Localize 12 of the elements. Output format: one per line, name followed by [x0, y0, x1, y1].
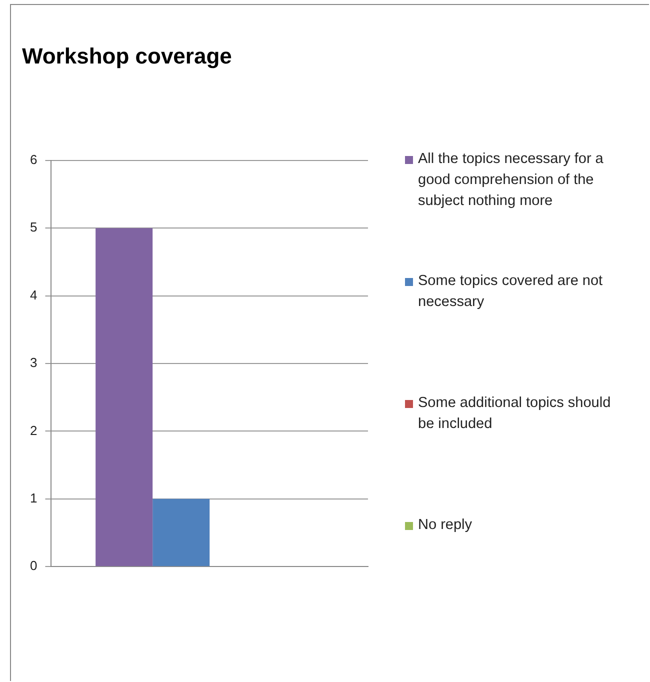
y-tick-label: 4: [30, 287, 38, 302]
y-tick-label: 6: [30, 152, 38, 167]
y-tick-label: 2: [30, 422, 38, 438]
y-tick-label: 0: [30, 558, 38, 574]
legend-label: Some additional topics should be included: [418, 394, 612, 434]
y-tick-label: 3: [30, 355, 38, 370]
y-tick-label: 5: [30, 220, 38, 235]
legend-label: Some topics covered are not necessary: [418, 272, 604, 312]
legend-label: No reply: [418, 516, 472, 535]
chart-title: Workshop coverage: [22, 43, 232, 68]
y-tick-label: 1: [30, 490, 38, 506]
legend-label: All the topics necessary for a good comprehension of the subject nothing more: [418, 150, 604, 211]
